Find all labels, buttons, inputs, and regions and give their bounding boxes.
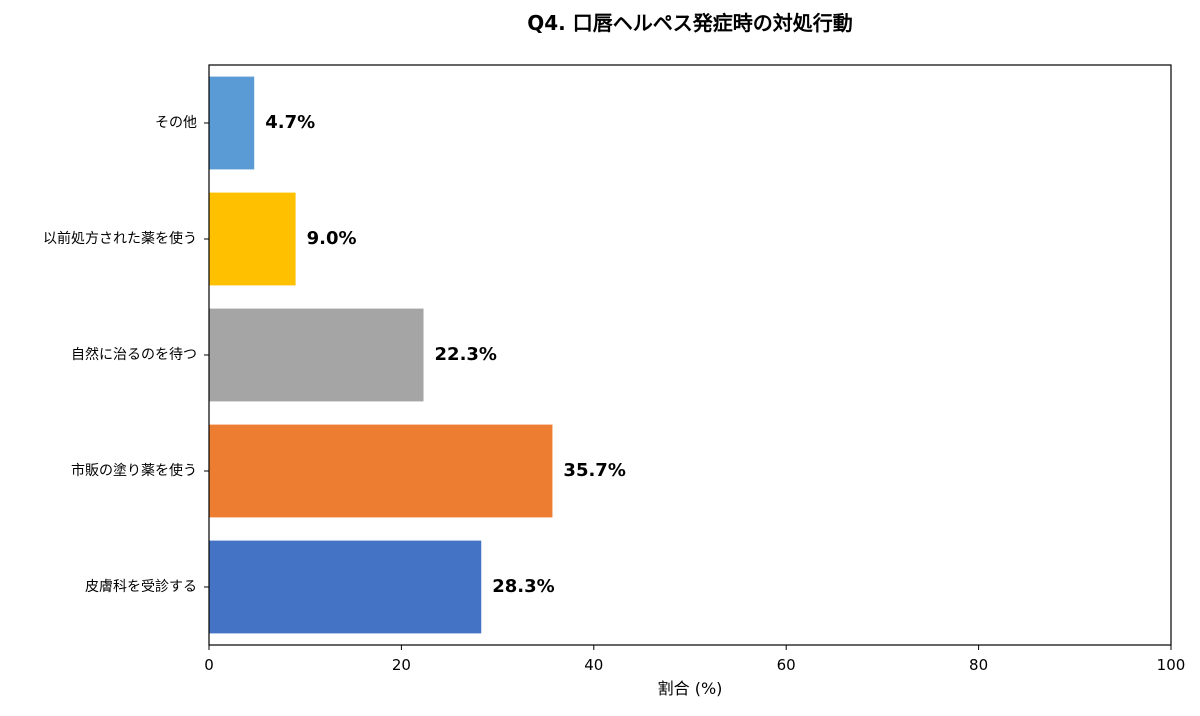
bars-layer: 4.7% 9.0% 22.3% 35.7% 28.3% — [209, 76, 626, 634]
x-tick-label-20: 20 — [392, 656, 411, 674]
data-label-2: 9.0% — [307, 228, 357, 249]
x-tick-label-60: 60 — [777, 656, 796, 674]
category-label-5: 皮膚科を受診する — [85, 579, 197, 595]
bar-3 — [209, 308, 424, 402]
data-label-3: 22.3% — [435, 344, 497, 365]
data-label-1: 4.7% — [265, 112, 315, 133]
bar-2 — [209, 192, 296, 286]
chart-title: Q4. 口唇ヘルペス発症時の対処行動 — [527, 11, 852, 35]
data-label-5: 28.3% — [492, 576, 554, 597]
category-label-1: その他 — [155, 115, 197, 131]
x-tick-label-80: 80 — [969, 656, 988, 674]
category-label-3: 自然に治るのを待つ — [71, 346, 197, 363]
x-axis-ticks: 0 20 40 60 80 100 — [204, 645, 1185, 674]
bar-4 — [209, 424, 553, 518]
bar-5 — [209, 540, 482, 634]
bar-1 — [209, 76, 255, 170]
x-tick-label-0: 0 — [204, 656, 214, 674]
x-tick-label-100: 100 — [1157, 656, 1186, 674]
data-label-4: 35.7% — [563, 460, 625, 481]
category-label-4: 市販の塗り薬を使う — [71, 462, 197, 479]
x-tick-label-40: 40 — [584, 656, 603, 674]
x-axis-label: 割合 (%) — [658, 679, 723, 698]
category-label-2: 以前処方された薬を使う — [43, 230, 197, 247]
